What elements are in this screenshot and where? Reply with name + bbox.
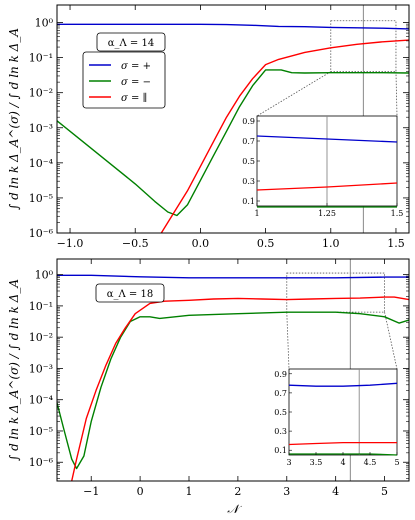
inset-x-tick-label: 1.25 — [318, 209, 336, 218]
annotation-box — [96, 32, 166, 52]
inset-y-tick-label: 0.5 — [242, 157, 255, 166]
inset-x-tick-label: 4.5 — [364, 458, 377, 467]
series-line-3 — [160, 39, 409, 233]
annotation-box — [95, 283, 165, 303]
inset-x-tick-label: 4 — [340, 458, 345, 467]
zoom-connector-left — [256, 71, 331, 117]
panel-1: −1.0 −0.5 0.0 0.5 1.0 1.5 10⁰ 10⁻¹ 10⁻² 10⁻³ 10⁻⁴ 1… — [7, 4, 410, 250]
y-tick-label: 10⁰ — [35, 269, 54, 282]
inset-x-tick-label: 1.5 — [391, 209, 404, 218]
series-group — [57, 23, 409, 233]
axes-frame — [56, 4, 410, 234]
inset-x-tick-label: 5 — [394, 458, 399, 467]
inset-y-tick-label: 0.9 — [242, 117, 255, 126]
inset-y-tick-label: 0.9 — [274, 370, 287, 379]
x-tick-label: 0.0 — [192, 237, 210, 250]
panel-2: −1 0 1 2 3 4 5 10⁰ 10⁻¹ 10⁻² 10⁻³ 10⁻⁴ 10⁻⁵ 10⁻⁶ ∫ d l… — [7, 258, 410, 516]
inset-1: 1 1.25 1.5 0.9 0.7 0.5 0.3 0.1 — [242, 115, 404, 218]
y-tick-label: 10⁻² — [29, 331, 53, 344]
y-tick-label: 10⁻⁶ — [29, 456, 54, 469]
inset-x-tick-label: 3.5 — [310, 458, 323, 467]
x-tick-label: 0 — [137, 485, 144, 498]
y-tick-label: 10⁻³ — [29, 362, 53, 375]
series-line-3 — [71, 296, 409, 481]
x-tick-label: −1.0 — [57, 237, 84, 250]
inset-y-tick-label: 0.3 — [274, 427, 287, 436]
inset-x-tick-label: 1 — [254, 209, 259, 218]
annotation-text: α_Λ = 18 — [107, 289, 153, 300]
inset-y-tick-label: 0.7 — [242, 137, 255, 146]
y-tick-label: 10⁻³ — [29, 122, 53, 135]
inset-series-line-1 — [256, 135, 398, 143]
inset-2: 3 3.5 4 4.5 5 0.9 0.7 0.5 0.3 0.1 — [274, 368, 400, 467]
series-line-2 — [57, 69, 409, 217]
series-group — [57, 274, 409, 481]
legend-label: σ = − — [121, 77, 151, 88]
inset-series-line-2 — [256, 182, 398, 191]
inset-y-tick-label: 0.3 — [242, 177, 255, 186]
legend-label: σ = ∥ — [121, 92, 147, 104]
y-tick-label: 10⁻⁵ — [29, 192, 53, 205]
x-tick-label: 0.5 — [257, 237, 275, 250]
y-tick-label: 10⁻⁴ — [29, 157, 54, 170]
zoom-box — [286, 272, 385, 313]
inset-series-line-2 — [288, 441, 397, 446]
y-tick-label: 10⁻² — [29, 87, 53, 100]
series-line-1 — [57, 23, 409, 30]
x-tick-label: 3 — [283, 485, 290, 498]
inset-x-tick-label: 3 — [286, 458, 291, 467]
y-tick-label: 10⁻⁴ — [29, 394, 54, 407]
zoom-connector-right — [384, 312, 398, 370]
inset-series-line-1 — [288, 382, 398, 387]
x-tick-label: 1.5 — [387, 237, 405, 250]
x-tick-label: 4 — [332, 485, 339, 498]
zoom-connector-left — [286, 312, 290, 370]
x-axis-label: 𝒩 — [227, 502, 242, 516]
x-tick-label: 1.0 — [322, 237, 340, 250]
inset-y-tick-label: 0.7 — [274, 389, 287, 398]
x-tick-label: 2 — [234, 485, 241, 498]
annotation-text: α_Λ = 14 — [108, 38, 154, 49]
inset-y-tick-label: 0.1 — [274, 446, 287, 455]
y-tick-label: 10⁻¹ — [29, 300, 53, 313]
x-tick-label: −0.5 — [122, 237, 149, 250]
zoom-connector-right — [395, 71, 398, 117]
y-tick-label: 10⁻¹ — [29, 52, 53, 65]
y-tick-label: 10⁰ — [35, 17, 54, 30]
inset-y-tick-label: 0.1 — [242, 197, 255, 206]
zoom-box — [330, 20, 397, 73]
series-line-1 — [57, 274, 409, 279]
legend-box — [82, 51, 166, 109]
y-tick-label: 10⁻⁵ — [29, 425, 53, 438]
x-tick-label: 5 — [381, 485, 388, 498]
inset-y-tick-label: 0.5 — [274, 408, 287, 417]
series-line-2 — [57, 311, 409, 470]
x-tick-label: −1 — [83, 485, 99, 498]
y-axis-label: ∫ d ln k Δ_A^(σ) / ∫ d ln k Δ_A — [7, 279, 21, 461]
y-axis-label: ∫ d ln k Δ_A^(σ) / ∫ d ln k Δ_A — [7, 28, 21, 210]
legend-label: σ = + — [121, 61, 151, 72]
y-tick-label: 10⁻⁶ — [29, 227, 54, 240]
inset-frame — [288, 368, 398, 456]
x-tick-label: 1 — [186, 485, 193, 498]
